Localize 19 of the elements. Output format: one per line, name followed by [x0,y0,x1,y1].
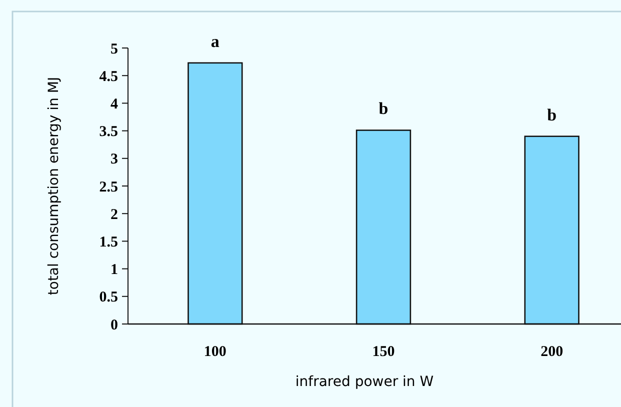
y-tick-label: 2.5 [99,179,118,196]
x-axis-title: infrared power in W [295,374,434,390]
y-tick-label: 3 [110,152,118,168]
annotation: a [210,32,220,51]
y-tick-label: 5 [110,41,118,58]
y-tick-label: 4 [110,96,118,112]
annotation: b [547,105,557,124]
x-tick-label: 100 [204,344,226,360]
annotation: b [378,99,388,118]
y-tick-label: 3.5 [99,124,118,140]
y-tick-label: 4.5 [99,68,118,85]
x-tick-label: 200 [540,344,564,360]
y-axis-title: total consumption energy in MJ [46,76,62,296]
y-tick-label: 2 [110,206,118,223]
x-tick-label: 150 [372,344,395,360]
y-tick-label: 0.5 [99,290,118,306]
y-tick-label: 1 [110,262,118,278]
y-tick-label: 0 [110,317,118,334]
y-tick-label: 1.5 [99,234,118,250]
